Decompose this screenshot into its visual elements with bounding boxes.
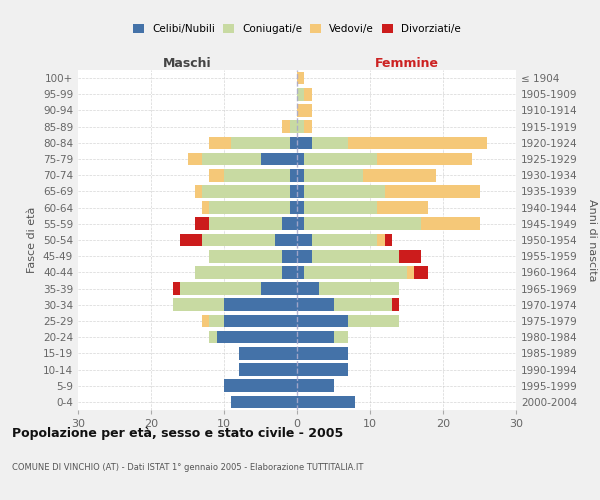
Bar <box>290 185 297 198</box>
Bar <box>232 136 290 149</box>
Bar <box>283 120 290 133</box>
Bar <box>180 282 260 295</box>
Bar <box>239 363 297 376</box>
Bar <box>202 185 290 198</box>
Bar <box>209 331 217 344</box>
Bar <box>224 314 297 328</box>
Bar <box>297 88 304 101</box>
Bar <box>297 363 348 376</box>
Bar <box>311 250 399 262</box>
Bar <box>239 347 297 360</box>
Bar <box>297 202 304 214</box>
Bar <box>202 152 260 166</box>
Bar <box>224 380 297 392</box>
Bar <box>304 202 377 214</box>
Bar <box>297 104 311 117</box>
Bar <box>334 331 348 344</box>
Bar <box>297 314 348 328</box>
Bar <box>283 218 297 230</box>
Bar <box>188 152 202 166</box>
Bar <box>304 120 311 133</box>
Bar <box>407 266 414 278</box>
Bar <box>297 298 334 311</box>
Bar <box>209 202 290 214</box>
Bar <box>290 169 297 181</box>
Bar <box>217 331 297 344</box>
Text: Femmine: Femmine <box>374 57 439 70</box>
Text: Popolazione per età, sesso e stato civile - 2005: Popolazione per età, sesso e stato civil… <box>12 428 343 440</box>
Bar <box>202 314 209 328</box>
Bar <box>348 314 399 328</box>
Bar <box>173 282 180 295</box>
Bar <box>304 88 311 101</box>
Bar <box>283 266 297 278</box>
Bar <box>195 218 209 230</box>
Bar <box>304 152 377 166</box>
Bar <box>297 380 334 392</box>
Bar <box>260 152 297 166</box>
Bar <box>297 185 304 198</box>
Bar <box>209 169 224 181</box>
Bar <box>209 314 224 328</box>
Bar <box>297 282 319 295</box>
Bar <box>385 234 392 246</box>
Bar <box>377 152 472 166</box>
Bar <box>260 282 297 295</box>
Bar <box>290 136 297 149</box>
Bar <box>399 250 421 262</box>
Bar <box>319 282 399 295</box>
Bar <box>363 169 436 181</box>
Bar <box>297 331 334 344</box>
Bar <box>304 266 407 278</box>
Bar <box>209 250 283 262</box>
Bar <box>209 218 283 230</box>
Legend: Celibi/Nubili, Coniugati/e, Vedovi/e, Divorziati/e: Celibi/Nubili, Coniugati/e, Vedovi/e, Di… <box>133 24 461 34</box>
Bar <box>297 136 311 149</box>
Bar <box>290 120 297 133</box>
Bar <box>311 234 377 246</box>
Text: COMUNE DI VINCHIO (AT) - Dati ISTAT 1° gennaio 2005 - Elaborazione TUTTITALIA.IT: COMUNE DI VINCHIO (AT) - Dati ISTAT 1° g… <box>12 462 364 471</box>
Bar <box>195 266 283 278</box>
Y-axis label: Fasce di età: Fasce di età <box>28 207 37 273</box>
Y-axis label: Anni di nascita: Anni di nascita <box>587 198 597 281</box>
Bar <box>275 234 297 246</box>
Bar <box>195 185 202 198</box>
Bar <box>173 298 224 311</box>
Bar <box>377 202 428 214</box>
Bar <box>283 250 297 262</box>
Bar <box>377 234 385 246</box>
Bar <box>290 202 297 214</box>
Bar <box>297 250 311 262</box>
Bar <box>304 169 363 181</box>
Bar <box>297 347 348 360</box>
Bar <box>180 234 202 246</box>
Bar <box>297 266 304 278</box>
Bar <box>202 234 275 246</box>
Bar <box>297 218 304 230</box>
Bar <box>348 136 487 149</box>
Bar <box>297 120 304 133</box>
Bar <box>297 169 304 181</box>
Bar <box>224 169 290 181</box>
Bar <box>334 298 392 311</box>
Text: Maschi: Maschi <box>163 57 212 70</box>
Bar <box>224 298 297 311</box>
Bar <box>297 234 311 246</box>
Bar <box>385 185 479 198</box>
Bar <box>297 72 304 85</box>
Bar <box>311 136 348 149</box>
Bar <box>304 185 385 198</box>
Bar <box>232 396 297 408</box>
Bar <box>297 396 355 408</box>
Bar <box>421 218 479 230</box>
Bar <box>414 266 428 278</box>
Bar <box>209 136 232 149</box>
Bar <box>304 218 421 230</box>
Bar <box>202 202 209 214</box>
Bar <box>392 298 399 311</box>
Bar <box>297 152 304 166</box>
